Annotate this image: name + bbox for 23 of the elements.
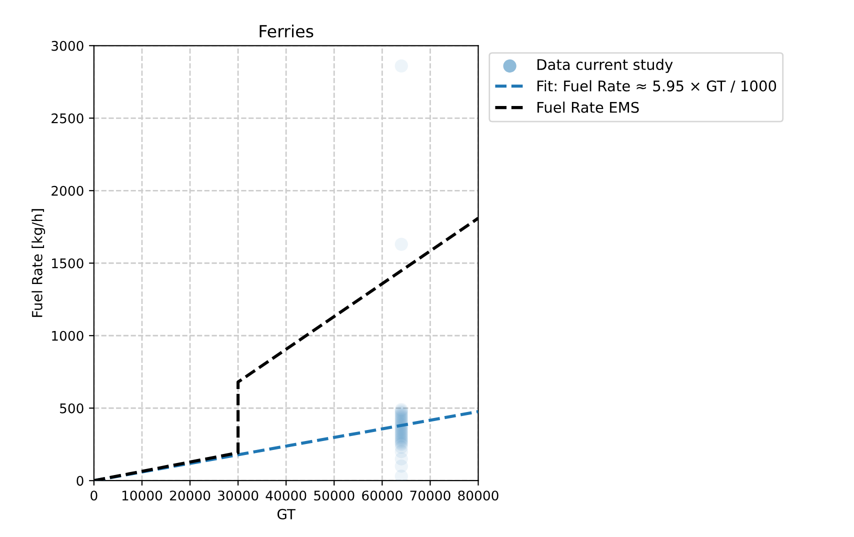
- x-tick-label: 30000: [218, 490, 258, 501]
- y-tick-label: 3000: [52, 40, 84, 51]
- y-tick-label: 0: [76, 476, 84, 486]
- x-tick-label: 10000: [122, 490, 162, 501]
- x-axis-title: GT: [278, 508, 296, 520]
- x-tick-label: 0: [90, 490, 98, 501]
- x-tick-label: 70000: [410, 490, 450, 501]
- chart-title: Ferries: [260, 24, 314, 38]
- y-axis-title: Fuel Rate [kg/h]: [32, 209, 46, 317]
- y-tick-label: 1000: [52, 330, 84, 341]
- x-tick-label: 50000: [314, 490, 354, 501]
- point: [394, 470, 408, 481]
- y-tick-label: 2000: [52, 186, 84, 196]
- y-tick-label: 2500: [52, 113, 84, 124]
- legend-label: Data current study: [537, 58, 673, 73]
- x-tick-label: 60000: [362, 490, 402, 501]
- x-tick-label: 40000: [266, 490, 306, 501]
- x-tick-label: 20000: [170, 490, 210, 501]
- legend-label: Fuel Rate EMS: [537, 102, 639, 113]
- y-tick-label: 1500: [52, 258, 84, 268]
- y-tick-label: 500: [60, 403, 84, 414]
- x-tick-label: 80000: [458, 490, 498, 501]
- legend-label: Fit: Fuel Rate ≈ 5.95 × GT / 1000: [537, 80, 776, 93]
